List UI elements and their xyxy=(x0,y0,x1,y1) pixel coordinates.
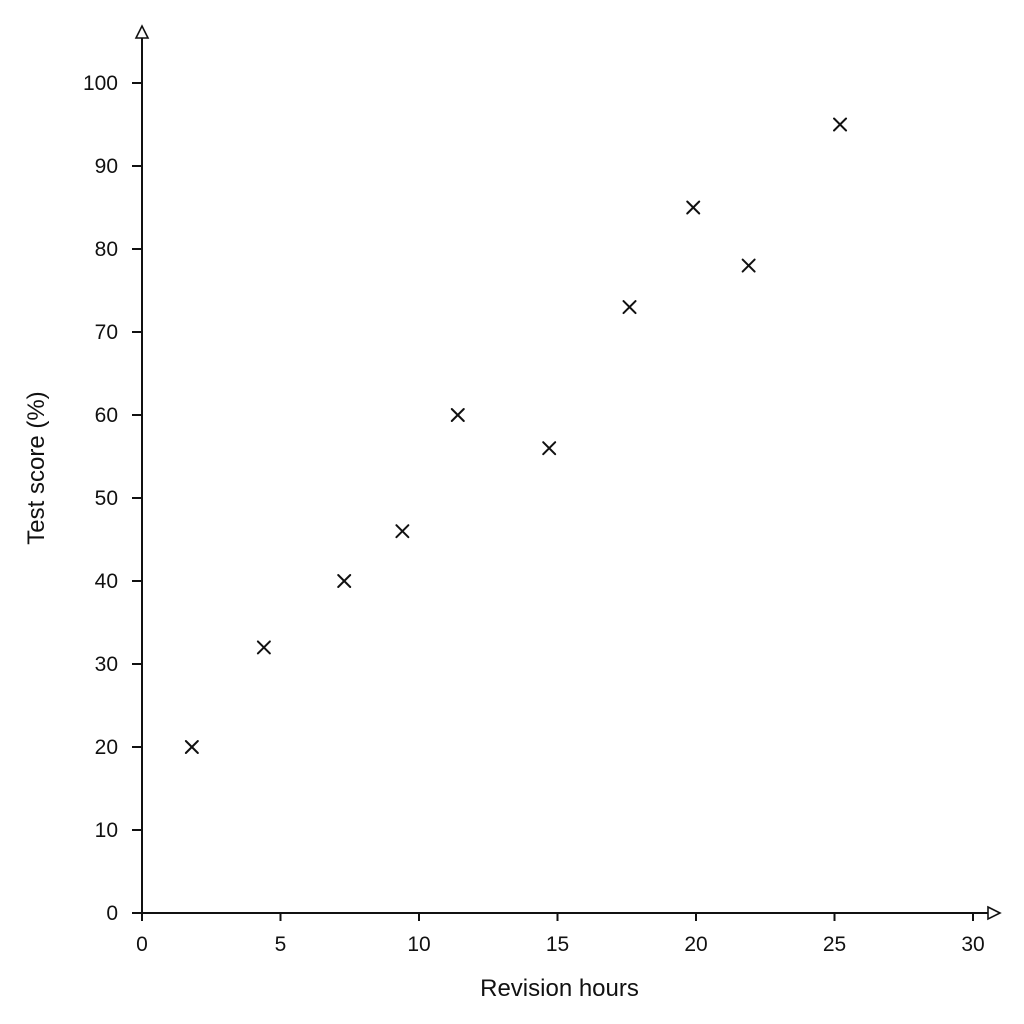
y-tick-label: 10 xyxy=(95,819,118,842)
y-tick-label: 0 xyxy=(106,902,118,925)
y-tick-label: 20 xyxy=(95,736,118,759)
data-point-marker xyxy=(833,117,848,132)
y-tick-label: 30 xyxy=(95,653,118,676)
data-point-marker xyxy=(686,200,701,215)
y-tick-label: 80 xyxy=(95,238,118,261)
x-tick-label: 5 xyxy=(275,933,287,956)
y-tick-label: 90 xyxy=(95,155,118,178)
y-tick-label: 70 xyxy=(95,321,118,344)
x-axis-title: Revision hours xyxy=(480,975,639,1002)
y-ticks: 0 10 20 30 40 50 60 70 80 90 100 xyxy=(83,72,142,925)
data-point-marker xyxy=(337,574,352,588)
x-tick-label: 30 xyxy=(961,933,984,956)
axes xyxy=(134,24,1002,921)
data-point-marker xyxy=(741,258,756,273)
x-tick-label: 15 xyxy=(546,933,569,956)
y-tick-label: 60 xyxy=(95,404,118,427)
y-axis-arrow-icon xyxy=(134,24,150,39)
data-points xyxy=(184,117,848,754)
x-tick-label: 20 xyxy=(684,933,707,956)
data-point-marker xyxy=(622,300,637,315)
data-point-marker xyxy=(256,640,271,655)
y-tick-label: 100 xyxy=(83,72,118,95)
y-tick-label: 50 xyxy=(95,487,118,510)
x-tick-label: 10 xyxy=(407,933,430,956)
y-axis-title: Test score (%) xyxy=(23,391,50,544)
data-point-marker xyxy=(184,740,199,754)
data-point-marker xyxy=(450,408,465,422)
x-tick-label: 0 xyxy=(136,933,148,956)
data-point-marker xyxy=(542,441,557,456)
y-tick-label: 40 xyxy=(95,570,118,593)
x-tick-label: 25 xyxy=(823,933,846,956)
x-ticks: 0 5 10 15 20 25 30 xyxy=(136,913,985,956)
data-point-marker xyxy=(395,524,410,539)
x-axis-arrow-icon xyxy=(987,905,1002,921)
